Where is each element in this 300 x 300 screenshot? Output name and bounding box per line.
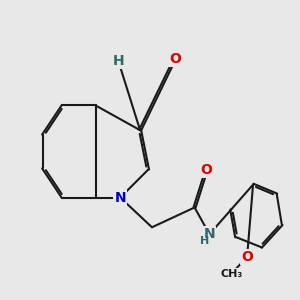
Text: H: H	[200, 236, 209, 246]
Text: N: N	[204, 227, 215, 241]
Text: O: O	[169, 52, 181, 66]
Text: N: N	[115, 190, 126, 205]
Text: O: O	[241, 250, 253, 264]
Text: CH₃: CH₃	[220, 269, 242, 279]
Text: H: H	[112, 54, 124, 68]
Text: O: O	[200, 163, 212, 177]
